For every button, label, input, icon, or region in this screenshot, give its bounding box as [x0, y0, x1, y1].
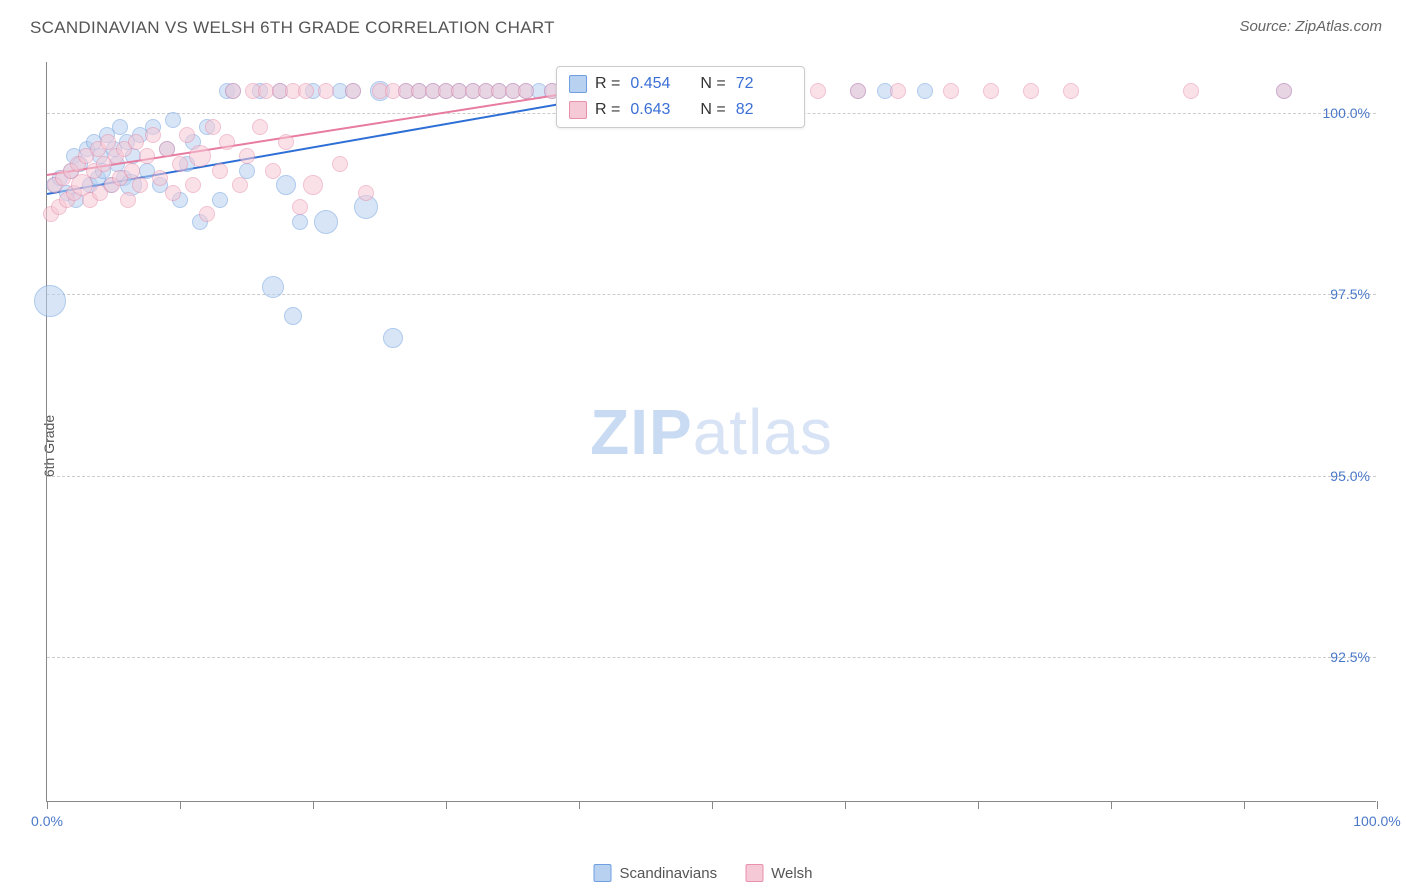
r-label: R = — [595, 101, 620, 119]
x-tick-mark — [579, 801, 580, 809]
x-tick-label: 0.0% — [31, 813, 63, 829]
x-tick-mark — [978, 801, 979, 809]
x-tick-mark — [446, 801, 447, 809]
point-welsh — [1183, 83, 1199, 99]
point-welsh — [219, 134, 235, 150]
point-welsh — [303, 175, 323, 195]
y-tick-label: 97.5% — [1330, 286, 1370, 302]
y-tick-label: 100.0% — [1323, 105, 1370, 121]
correlation-legend: R = 0.454 N = 72 R = 0.643 N = 82 — [556, 66, 805, 128]
x-tick-mark — [845, 801, 846, 809]
point-welsh — [120, 192, 136, 208]
legend-row-welsh: R = 0.643 N = 82 — [567, 97, 794, 123]
point-welsh — [124, 163, 140, 179]
point-welsh — [890, 83, 906, 99]
point-welsh — [358, 185, 374, 201]
x-tick-mark — [1244, 801, 1245, 809]
point-scandinavians — [212, 192, 228, 208]
point-welsh — [128, 134, 144, 150]
point-scandinavians — [383, 328, 403, 348]
point-welsh — [1023, 83, 1039, 99]
swatch-scandinavians — [594, 864, 612, 882]
plot-area: ZIPatlas 92.5%95.0%97.5%100.0%0.0%100.0% — [46, 62, 1376, 802]
n-value: 72 — [736, 75, 792, 93]
point-scandinavians — [292, 214, 308, 230]
y-tick-label: 92.5% — [1330, 649, 1370, 665]
point-welsh — [518, 83, 534, 99]
x-tick-mark — [1377, 801, 1378, 809]
point-welsh — [185, 177, 201, 193]
legend-item-welsh: Welsh — [745, 864, 812, 882]
point-welsh — [172, 156, 188, 172]
point-welsh — [139, 148, 155, 164]
r-label: R = — [595, 75, 620, 93]
point-welsh — [318, 83, 334, 99]
point-welsh — [810, 83, 826, 99]
point-welsh — [199, 206, 215, 222]
point-welsh — [165, 185, 181, 201]
point-welsh — [278, 134, 294, 150]
point-welsh — [232, 177, 248, 193]
point-welsh — [1276, 83, 1292, 99]
point-welsh — [332, 156, 348, 172]
n-label: N = — [700, 75, 725, 93]
n-label: N = — [700, 101, 725, 119]
point-welsh — [345, 83, 361, 99]
point-scandinavians — [314, 210, 338, 234]
r-value: 0.454 — [630, 75, 686, 93]
point-welsh — [212, 163, 228, 179]
point-welsh — [252, 119, 268, 135]
gridline-h — [47, 657, 1376, 658]
swatch-icon — [569, 101, 587, 119]
point-welsh — [292, 199, 308, 215]
chart-title: SCANDINAVIAN VS WELSH 6TH GRADE CORRELAT… — [30, 18, 555, 38]
point-scandinavians — [165, 112, 181, 128]
point-welsh — [205, 119, 221, 135]
point-welsh — [145, 127, 161, 143]
source-label: Source: ZipAtlas.com — [1239, 18, 1382, 35]
swatch-icon — [569, 75, 587, 93]
gridline-h — [47, 476, 1376, 477]
r-value: 0.643 — [630, 101, 686, 119]
x-tick-mark — [47, 801, 48, 809]
n-value: 82 — [736, 101, 792, 119]
watermark-rest: atlas — [693, 396, 833, 468]
legend-item-scandinavians: Scandinavians — [594, 864, 718, 882]
legend-label-scandinavians: Scandinavians — [620, 865, 718, 882]
watermark-bold: ZIP — [590, 396, 693, 468]
point-welsh — [179, 127, 195, 143]
bottom-legend: Scandinavians Welsh — [594, 864, 813, 882]
x-tick-mark — [313, 801, 314, 809]
point-welsh — [850, 83, 866, 99]
x-tick-label: 100.0% — [1353, 813, 1400, 829]
point-welsh — [239, 148, 255, 164]
point-welsh — [1063, 83, 1079, 99]
watermark: ZIPatlas — [590, 395, 833, 469]
legend-label-welsh: Welsh — [771, 865, 812, 882]
y-tick-label: 95.0% — [1330, 468, 1370, 484]
point-welsh — [189, 145, 211, 167]
point-welsh — [225, 83, 241, 99]
point-scandinavians — [34, 285, 66, 317]
point-scandinavians — [276, 175, 296, 195]
gridline-h — [47, 294, 1376, 295]
point-welsh — [265, 163, 281, 179]
point-welsh — [943, 83, 959, 99]
point-welsh — [132, 177, 148, 193]
point-welsh — [983, 83, 999, 99]
legend-row-scandinavians: R = 0.454 N = 72 — [567, 71, 794, 97]
x-tick-mark — [712, 801, 713, 809]
point-welsh — [298, 83, 314, 99]
point-scandinavians — [262, 276, 284, 298]
point-welsh — [152, 170, 168, 186]
swatch-welsh — [745, 864, 763, 882]
point-scandinavians — [917, 83, 933, 99]
point-welsh — [100, 134, 116, 150]
point-welsh — [159, 141, 175, 157]
x-tick-mark — [1111, 801, 1112, 809]
chart-container: SCANDINAVIAN VS WELSH 6TH GRADE CORRELAT… — [0, 0, 1406, 892]
x-tick-mark — [180, 801, 181, 809]
point-scandinavians — [284, 307, 302, 325]
